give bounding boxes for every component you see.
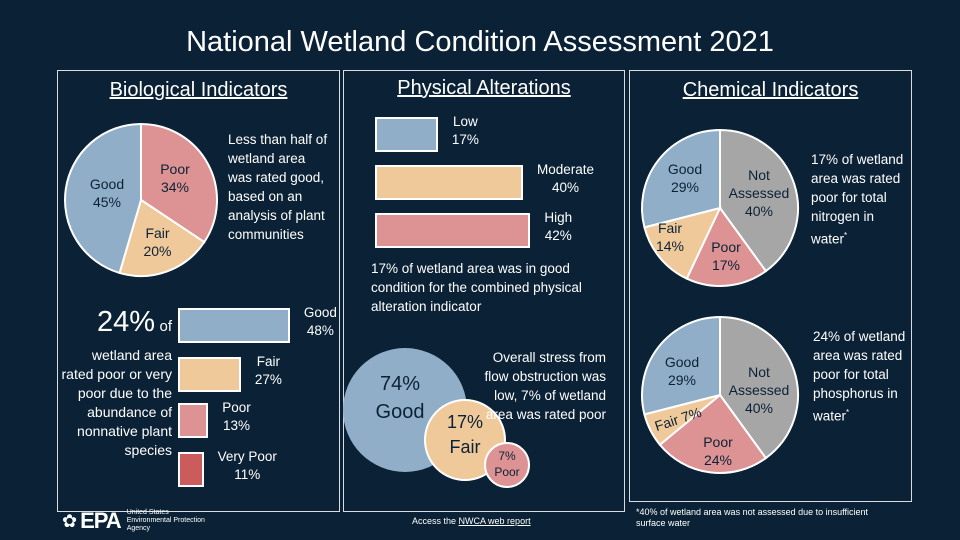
bubble-poor — [484, 442, 530, 488]
epa-logo: ✿ EPA United States Environmental Protect… — [62, 508, 205, 533]
bubble-label-poor: 7% Poor — [494, 449, 520, 479]
phys-bar-label: Moderate 40% — [537, 162, 595, 195]
bio-pie-text: Less than half of wetland area was rated… — [228, 132, 328, 242]
bio-pie-slice-fair — [118, 198, 206, 277]
page-title: National Wetland Condition Assessment 20… — [186, 26, 774, 58]
nwca-report-link[interactable]: NWCA web report — [458, 516, 531, 526]
bio-big-stat: 24% of — [96, 306, 172, 338]
bio-bar-label: Poor 13% — [222, 400, 251, 433]
footnote: *40% of wetland area was not assessed du… — [636, 507, 868, 528]
phys-bar-moderate — [375, 165, 523, 200]
bio-bar-label: Fair 27% — [254, 354, 282, 387]
phys-bar-high — [375, 213, 531, 248]
access-text: Access the NWCA web report — [412, 516, 531, 526]
nitrogen-pie-slice-fair — [643, 206, 722, 280]
bubble-label-fair: 17% Fair — [446, 412, 484, 457]
nitrogen-pie-slice-not-assessed — [719, 128, 799, 273]
phosphorus-pie-slice-not-assessed — [719, 315, 799, 460]
phys-bar-text: 17% of wetland area was in good conditio… — [371, 261, 582, 314]
phosphorus-pie-slice-good — [641, 315, 721, 416]
bio-bar-label: Very Poor 11% — [217, 449, 277, 482]
p-pie-label-poor: Poor 24% — [703, 434, 733, 468]
n-pie-label-good: Good 29% — [667, 161, 703, 195]
bubble-text: Overall stress from flow obstruction was… — [484, 350, 606, 422]
nitrogen-text: 17% of wetland area was rated poor for t… — [811, 152, 904, 247]
chemical-panel: Chemical Indicators — [629, 70, 912, 502]
chemical-heading: Chemical Indicators — [682, 79, 859, 101]
nitrogen-pie-slice-poor — [685, 206, 768, 287]
bio-bar-fair — [178, 357, 241, 392]
bio-bar-text: wetland area rated poor or very poor due… — [61, 347, 173, 458]
phosphorus-pie-slice-poor — [658, 393, 768, 474]
bio-bar-good — [178, 308, 290, 343]
bio-pie-label-fair: Fair 20% — [143, 225, 172, 259]
phys-bar-label: High 42% — [544, 210, 573, 243]
bio-bar-label: Good 48% — [303, 305, 337, 338]
bio-bar-very-poor — [178, 452, 204, 487]
epa-flower-icon: ✿ — [62, 510, 78, 531]
bio-pie-label-poor: Poor 34% — [160, 161, 190, 195]
n-pie-label-poor: Poor 17% — [711, 239, 741, 273]
biological-heading: Biological Indicators — [109, 79, 288, 101]
phys-bar-low — [375, 117, 438, 152]
n-pie-label-fair: Fair 14% — [655, 220, 685, 254]
bio-pie-label-good: Good 45% — [89, 176, 125, 210]
biological-panel: Biological Indicators — [57, 70, 340, 512]
physical-panel: Physical Alterations — [343, 70, 625, 512]
physical-heading: Physical Alterations — [397, 77, 571, 99]
nitrogen-pie-slice-good — [641, 128, 721, 229]
phys-bar-label: Low 17% — [451, 114, 479, 147]
bio-bar-poor — [178, 403, 209, 438]
bio-pie-slice-good — [64, 122, 142, 275]
p-pie-label-good: Good 29% — [664, 354, 700, 388]
phosphorus-text: 24% of wetland area was rated poor for t… — [813, 329, 906, 424]
p-pie-label-na: Not Assessed 40% — [728, 364, 790, 416]
bubble-label-good: 74% Good — [375, 373, 425, 423]
n-pie-label-na: Not Assessed 40% — [728, 167, 790, 219]
